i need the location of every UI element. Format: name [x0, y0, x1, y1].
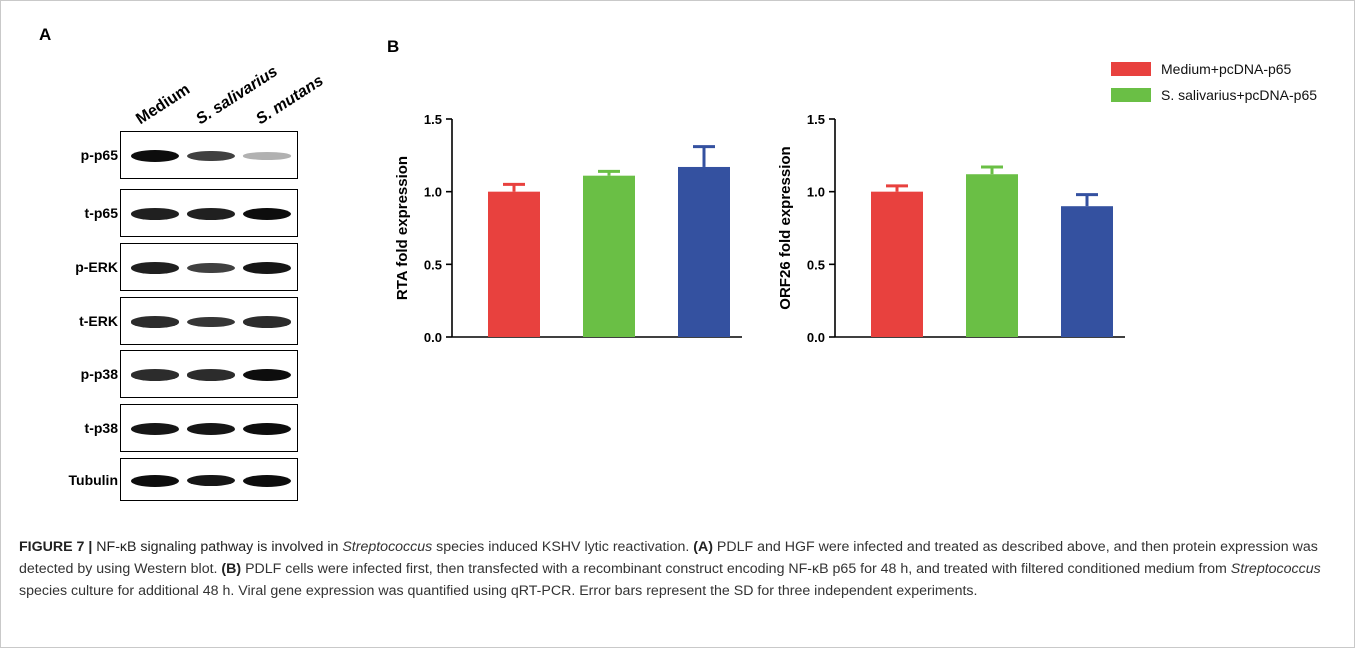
- figure-caption: FIGURE 7 | NF-κB signaling pathway is in…: [19, 536, 1337, 602]
- blot-band: [243, 369, 291, 381]
- caption-text-1: NF-κB signaling pathway is involved in: [92, 539, 343, 555]
- caption-text-2: species induced KSHV lytic reactivation.: [432, 539, 694, 555]
- bar-charts: 0.0 0.5 1.0 1.5 RTA fold expression 0.0 0.5 1.…: [381, 41, 1351, 361]
- blot-band: [131, 208, 179, 220]
- caption-a-label: (A): [693, 539, 713, 555]
- legend-swatch: [1111, 88, 1151, 102]
- blot-band: [187, 474, 235, 487]
- y-tick-label: 1.5: [424, 112, 442, 127]
- blot-band: [131, 262, 179, 274]
- caption-italic-1: Streptococcus: [342, 539, 433, 555]
- blot-row: p-ERK: [1, 243, 401, 291]
- blot-row-label: t-p65: [84, 205, 118, 221]
- y-axis-label: RTA fold expression: [394, 156, 411, 300]
- caption-label: FIGURE 7 |: [19, 539, 93, 555]
- blot-band: [131, 474, 179, 487]
- caption-italic-2: Streptococcus: [1230, 561, 1321, 577]
- blot-band: [131, 369, 179, 381]
- y-tick-label: 0.0: [424, 330, 442, 345]
- caption-text-4: PDLF cells were infected first, then tra…: [241, 561, 1231, 577]
- charts-svg: 0.0 0.5 1.0 1.5 RTA fold expression 0.0 0.5 1.…: [394, 61, 1317, 345]
- blot-row: t-p38: [1, 404, 401, 452]
- western-blot: Medium S. salivarius S. mutans p-p65 t-p6…: [1, 1, 401, 521]
- blot-band: [131, 150, 179, 162]
- y-axis-label: ORF26 fold expression: [777, 146, 794, 309]
- blot-band: [243, 423, 291, 435]
- blot-band: [187, 369, 235, 381]
- caption-text-3: PDLF and HGF were infected and treated a…: [19, 539, 1318, 577]
- blot-membrane: [120, 131, 298, 179]
- blot-row-label: Tubulin: [68, 471, 119, 488]
- legend-label: Medium+pcDNA-p65: [1161, 61, 1292, 77]
- blot-row: t-p65: [1, 189, 401, 237]
- blot-band: [187, 150, 235, 162]
- blot-membrane: [120, 404, 298, 452]
- caption-b-label: (B): [221, 561, 242, 577]
- blot-band: [131, 316, 179, 328]
- blot-band: [187, 208, 235, 220]
- blot-band: [243, 152, 291, 160]
- blot-band: [187, 316, 235, 328]
- lane-label-medium: Medium: [133, 80, 194, 129]
- blot-row: Tubulin: [1, 458, 401, 501]
- chart-rta: 0.0 0.5 1.0 1.5 RTA fold expression: [394, 112, 742, 345]
- blot-band: [243, 208, 291, 220]
- legend-swatch: [1111, 62, 1151, 76]
- caption-text-5: species culture for additional 48 h. Vir…: [19, 583, 978, 599]
- blot-row-label: p-ERK: [75, 259, 118, 275]
- bar: [966, 174, 1018, 337]
- chart-orf26: 0.0 0.5 1.0 1.5 ORF26 fold expression: [777, 112, 1125, 345]
- blot-band: [243, 474, 291, 487]
- blot-band: [187, 423, 235, 435]
- blot-row: t-ERK: [1, 297, 401, 345]
- bar: [583, 175, 635, 337]
- bar: [1061, 206, 1113, 337]
- blot-membrane: [120, 189, 298, 237]
- y-tick-label: 1.5: [807, 112, 825, 127]
- y-tick-label: 0.5: [807, 257, 825, 272]
- y-tick-label: 1.0: [807, 185, 825, 200]
- bar: [678, 166, 730, 337]
- blot-band: [131, 423, 179, 435]
- blot-membrane: [120, 243, 298, 291]
- chart-legend: Medium+pcDNA-p65 S. salivarius+pcDNA-p65: [1111, 61, 1317, 103]
- blot-row-label: t-p38: [84, 420, 118, 436]
- y-tick-label: 0.5: [424, 257, 442, 272]
- panel-a-letter: A: [39, 25, 52, 44]
- y-tick-label: 0.0: [807, 330, 825, 345]
- blot-membrane: [120, 350, 298, 398]
- blot-row-label: p-p38: [80, 366, 118, 382]
- panel-b-letter: B: [387, 37, 400, 56]
- legend-label: S. salivarius+pcDNA-p65: [1161, 87, 1317, 103]
- blot-band: [243, 316, 291, 328]
- blot-row: p-p38: [1, 350, 401, 398]
- blot-row-label: t-ERK: [79, 313, 118, 329]
- y-tick-label: 1.0: [424, 185, 442, 200]
- blot-band: [187, 262, 235, 274]
- blot-row: p-p65: [1, 131, 401, 179]
- bar: [871, 191, 923, 337]
- blot-membrane: [120, 458, 298, 501]
- blot-membrane: [120, 297, 298, 345]
- blot-band: [243, 262, 291, 274]
- blot-row-label: p-p65: [80, 147, 118, 163]
- bar: [488, 191, 540, 337]
